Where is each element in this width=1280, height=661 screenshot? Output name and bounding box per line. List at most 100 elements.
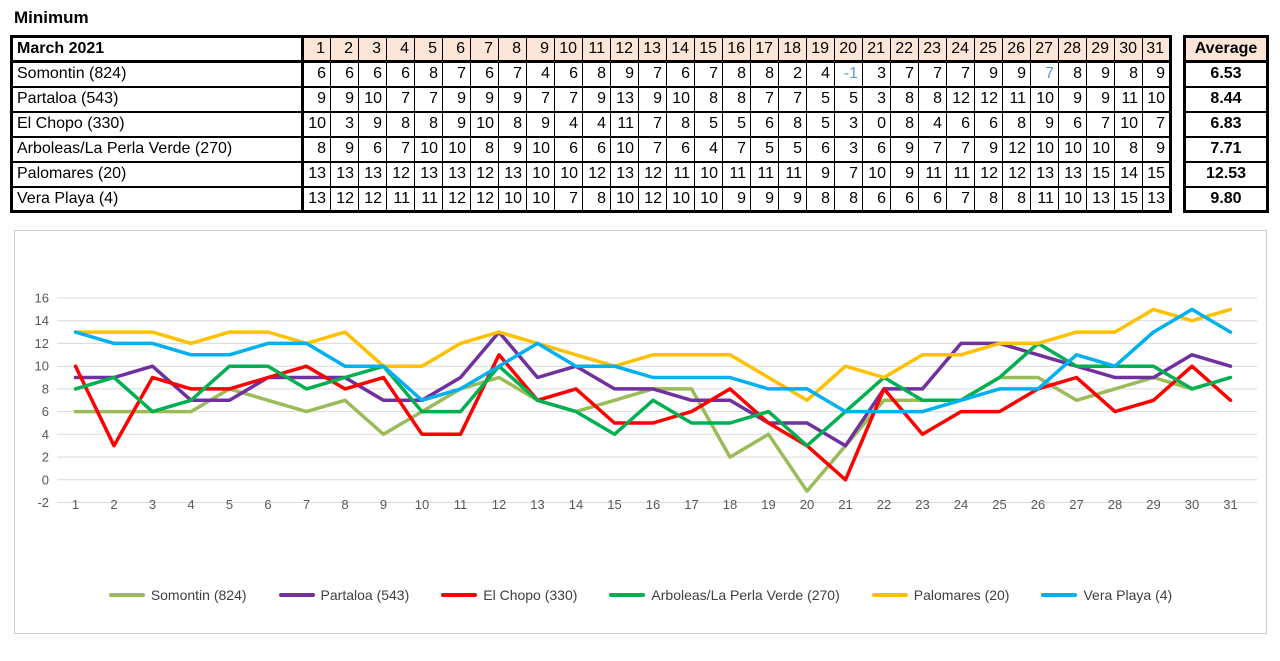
- day-header-cell[interactable]: 23: [918, 36, 947, 63]
- legend-item-palomares-20[interactable]: Palomares (20): [871, 587, 1009, 603]
- value-cell[interactable]: 6: [806, 135, 835, 163]
- value-cell[interactable]: 6: [974, 110, 1003, 138]
- series-line-palomares-20[interactable]: [73, 307, 1233, 403]
- value-cell[interactable]: 13: [1086, 185, 1115, 213]
- value-cell[interactable]: 4: [806, 60, 835, 88]
- average-value-cell[interactable]: 6.53: [1184, 60, 1268, 88]
- value-cell[interactable]: 12: [946, 85, 975, 113]
- day-header-cell[interactable]: 14: [666, 36, 695, 63]
- average-value-cell[interactable]: 9.80: [1184, 185, 1268, 213]
- value-cell[interactable]: 8: [582, 60, 611, 88]
- value-cell[interactable]: 7: [638, 110, 667, 138]
- value-cell[interactable]: 5: [806, 110, 835, 138]
- value-cell[interactable]: 11: [918, 160, 947, 188]
- value-cell[interactable]: 7: [638, 60, 667, 88]
- value-cell[interactable]: 6: [554, 60, 583, 88]
- value-cell[interactable]: 5: [694, 110, 723, 138]
- value-cell[interactable]: 8: [414, 60, 443, 88]
- day-header-cell[interactable]: 22: [890, 36, 919, 63]
- value-cell[interactable]: 7: [554, 185, 583, 213]
- value-cell[interactable]: 8: [750, 60, 779, 88]
- series-line-vera-playa-4[interactable]: [73, 307, 1233, 414]
- value-cell[interactable]: 8: [582, 185, 611, 213]
- value-cell[interactable]: 12: [470, 185, 499, 213]
- value-cell[interactable]: 12: [470, 160, 499, 188]
- day-header-cell[interactable]: 19: [806, 36, 835, 63]
- legend-item-partaloa-543[interactable]: Partaloa (543): [278, 587, 409, 603]
- value-cell[interactable]: 8: [470, 135, 499, 163]
- day-header-cell[interactable]: 30: [1114, 36, 1143, 63]
- value-cell[interactable]: 10: [414, 135, 443, 163]
- value-cell[interactable]: 8: [722, 60, 751, 88]
- value-cell[interactable]: 10: [526, 135, 555, 163]
- value-cell[interactable]: 9: [1086, 60, 1115, 88]
- value-cell[interactable]: 9: [470, 85, 499, 113]
- value-cell[interactable]: 9: [974, 135, 1003, 163]
- value-cell[interactable]: 9: [1030, 110, 1059, 138]
- value-cell[interactable]: 9: [890, 135, 919, 163]
- value-cell[interactable]: 9: [806, 160, 835, 188]
- value-cell[interactable]: 12: [638, 160, 667, 188]
- value-cell[interactable]: 13: [610, 160, 639, 188]
- value-cell[interactable]: 9: [442, 110, 471, 138]
- value-cell[interactable]: 8: [302, 135, 331, 163]
- value-cell[interactable]: 6: [666, 135, 695, 163]
- value-cell[interactable]: 13: [330, 160, 359, 188]
- value-cell[interactable]: 7: [526, 85, 555, 113]
- day-header-cell[interactable]: 29: [1086, 36, 1115, 63]
- value-cell[interactable]: 3: [862, 85, 891, 113]
- value-cell[interactable]: 4: [694, 135, 723, 163]
- day-header-cell[interactable]: 20: [834, 36, 863, 63]
- value-cell[interactable]: 9: [890, 160, 919, 188]
- value-cell[interactable]: 6: [946, 110, 975, 138]
- legend-item-arboleas-la-perla-verde-270[interactable]: Arboleas/La Perla Verde (270): [609, 587, 840, 603]
- value-cell[interactable]: 11: [946, 160, 975, 188]
- value-cell[interactable]: 3: [834, 135, 863, 163]
- day-header-cell[interactable]: 11: [582, 36, 611, 63]
- value-cell[interactable]: 10: [526, 185, 555, 213]
- value-cell[interactable]: 10: [554, 160, 583, 188]
- value-cell[interactable]: 6: [890, 185, 919, 213]
- value-cell[interactable]: 8: [666, 110, 695, 138]
- value-cell[interactable]: 4: [918, 110, 947, 138]
- value-cell[interactable]: 8: [1114, 135, 1143, 163]
- value-cell[interactable]: 5: [778, 135, 807, 163]
- day-header-cell[interactable]: 9: [526, 36, 555, 63]
- value-cell[interactable]: 7: [778, 85, 807, 113]
- value-cell[interactable]: 7: [918, 60, 947, 88]
- value-cell[interactable]: 3: [862, 60, 891, 88]
- value-cell[interactable]: 13: [610, 85, 639, 113]
- average-value-cell[interactable]: 6.83: [1184, 110, 1268, 138]
- legend-item-somontin-824[interactable]: Somontin (824): [108, 587, 247, 603]
- value-cell[interactable]: 15: [1086, 160, 1115, 188]
- value-cell[interactable]: 7: [694, 60, 723, 88]
- value-cell[interactable]: 7: [890, 60, 919, 88]
- value-cell[interactable]: 9: [1086, 85, 1115, 113]
- average-value-cell[interactable]: 7.71: [1184, 135, 1268, 163]
- day-header-cell[interactable]: 24: [946, 36, 975, 63]
- value-cell[interactable]: 10: [1058, 185, 1087, 213]
- value-cell[interactable]: 8: [694, 85, 723, 113]
- value-cell[interactable]: 10: [1030, 85, 1059, 113]
- value-cell[interactable]: 12: [330, 185, 359, 213]
- value-cell[interactable]: 6: [554, 135, 583, 163]
- value-cell[interactable]: 7: [1030, 60, 1059, 88]
- value-cell[interactable]: 9: [526, 110, 555, 138]
- value-cell[interactable]: 8: [918, 85, 947, 113]
- value-cell[interactable]: 7: [386, 85, 415, 113]
- day-header-cell[interactable]: 26: [1002, 36, 1031, 63]
- day-header-cell[interactable]: 28: [1058, 36, 1087, 63]
- value-cell[interactable]: 9: [330, 85, 359, 113]
- value-cell[interactable]: 12: [974, 160, 1003, 188]
- value-cell[interactable]: 6: [862, 185, 891, 213]
- value-cell[interactable]: 13: [442, 160, 471, 188]
- value-cell[interactable]: 9: [498, 135, 527, 163]
- value-cell[interactable]: 9: [778, 185, 807, 213]
- value-cell[interactable]: 9: [638, 85, 667, 113]
- value-cell[interactable]: 8: [498, 110, 527, 138]
- value-cell[interactable]: 7: [1086, 110, 1115, 138]
- value-cell[interactable]: 2: [778, 60, 807, 88]
- value-cell[interactable]: 6: [470, 60, 499, 88]
- value-cell[interactable]: 12: [638, 185, 667, 213]
- day-header-cell[interactable]: 15: [694, 36, 723, 63]
